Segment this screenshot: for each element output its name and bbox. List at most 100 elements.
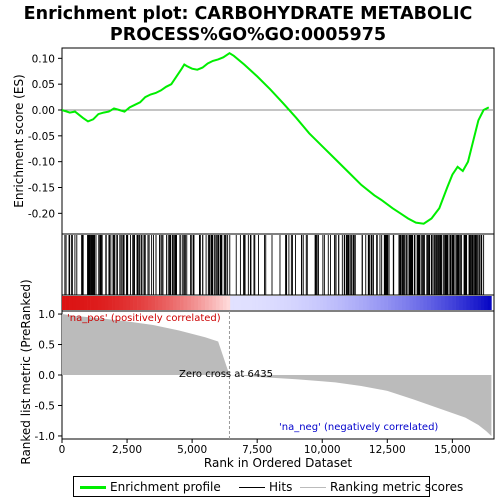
- color-band-segment: [316, 296, 320, 310]
- x-tick-label: 0: [59, 444, 66, 456]
- color-band-segment: [190, 296, 195, 310]
- color-band-segment: [294, 296, 299, 310]
- ranking-metric-area: [62, 311, 492, 439]
- color-band-segment: [237, 296, 242, 310]
- color-band-segment: [155, 296, 159, 310]
- color-band-segment: [248, 296, 252, 310]
- es-y-tick-label: -0.05: [28, 131, 55, 143]
- es-y-tick-label: -0.15: [28, 183, 55, 195]
- color-band-segment: [226, 296, 231, 310]
- color-band-segment: [308, 296, 313, 310]
- legend-enrichment-swatch: [80, 486, 106, 489]
- color-band-segment: [90, 296, 95, 310]
- ranking-metric-fill: [62, 314, 492, 436]
- x-tick-label: 2,500: [112, 444, 142, 456]
- color-band-segment: [319, 296, 324, 310]
- hit-lines: [64, 235, 485, 295]
- color-band-segment: [405, 296, 410, 310]
- color-band-segment: [330, 296, 335, 310]
- chart-title-line-1: Enrichment plot: CARBOHYDRATE METABOLIC: [24, 4, 473, 24]
- enrichment-profile-group: [61, 52, 494, 225]
- rank-y-tick-label: -1.0: [35, 431, 56, 443]
- color-band-segment: [419, 296, 424, 310]
- color-band-segment: [359, 296, 363, 310]
- es-y-axis-label: Enrichment score (ES): [12, 74, 26, 207]
- color-band-segment: [484, 296, 489, 310]
- chart-title-line-2: PROCESS%GO%GO:0005975: [110, 25, 386, 45]
- color-band-segment: [384, 296, 388, 310]
- color-band-segment: [416, 296, 421, 310]
- color-band-segment: [162, 296, 167, 310]
- color-band-segment: [366, 296, 371, 310]
- color-band-segment: [480, 296, 485, 310]
- color-band-segment: [305, 296, 310, 310]
- color-band-segment: [301, 296, 306, 310]
- color-band-segment: [87, 296, 91, 310]
- negative-correlation-label: 'na_neg' (negatively correlated): [279, 422, 438, 433]
- color-band-segment: [466, 296, 471, 310]
- color-band-segment: [194, 296, 199, 310]
- color-band-segment: [187, 296, 192, 310]
- color-band-segment: [219, 296, 224, 310]
- color-band-segment: [394, 296, 399, 310]
- es-y-tick-label: 0.00: [32, 105, 55, 117]
- color-band-segment: [426, 296, 431, 310]
- color-band-segment: [401, 296, 406, 310]
- color-band-segment: [369, 296, 374, 310]
- x-axis-label: Rank in Ordered Dataset: [204, 456, 352, 470]
- color-band-segment: [280, 296, 285, 310]
- color-band-segment: [469, 296, 474, 310]
- color-band-segment: [215, 296, 220, 310]
- color-band-segment: [276, 296, 281, 310]
- enrichment-profile-line: [61, 52, 490, 225]
- color-band-segment: [133, 296, 138, 310]
- color-band-segment: [201, 296, 206, 310]
- x-tick-label: 7,500: [242, 444, 272, 456]
- color-band-segment: [251, 296, 256, 310]
- color-band-segment: [487, 296, 492, 310]
- legend-hits-swatch: [239, 487, 265, 488]
- color-band-segment: [62, 296, 66, 310]
- color-band-segment: [391, 296, 396, 310]
- color-band-segment: [101, 296, 106, 310]
- color-band-segment: [180, 296, 184, 310]
- color-band-segment: [176, 296, 181, 310]
- color-band-segment: [165, 296, 170, 310]
- color-band-segment: [258, 296, 263, 310]
- color-band-segment: [444, 296, 449, 310]
- color-band-segment: [223, 296, 227, 310]
- color-band-segment: [376, 296, 381, 310]
- color-band-segment: [351, 296, 356, 310]
- color-band-segment: [244, 296, 249, 310]
- positive-correlation-label: 'na_pos' (positively correlated): [67, 313, 221, 324]
- color-band-segment: [362, 296, 367, 310]
- color-band-segment: [69, 296, 74, 310]
- axis-ticks: 0.100.050.00-0.05-0.10-0.15-0.201.00.50.…: [28, 53, 471, 456]
- color-band-segment: [94, 296, 99, 310]
- color-band-segment: [129, 296, 134, 310]
- color-band-segment: [151, 296, 156, 310]
- color-band-segment: [197, 296, 202, 310]
- color-band-segment: [233, 296, 238, 310]
- color-band-segment: [262, 296, 267, 310]
- color-band-segment: [412, 296, 417, 310]
- color-band-segment: [97, 296, 102, 310]
- es-y-tick-label: 0.05: [32, 79, 55, 91]
- color-band-segment: [409, 296, 413, 310]
- color-band-segment: [323, 296, 328, 310]
- color-band-segment: [172, 296, 177, 310]
- x-tick-label: 15,000: [434, 444, 471, 456]
- correlation-color-band: [62, 296, 492, 310]
- color-band-segment: [326, 296, 331, 310]
- color-band-segment: [291, 296, 295, 310]
- rank-y-tick-label: 0.5: [38, 340, 55, 352]
- color-band-segment: [455, 296, 460, 310]
- zero-cross-label: Zero cross at 6435: [179, 369, 273, 380]
- color-band-segment: [147, 296, 152, 310]
- color-band-segment: [208, 296, 213, 310]
- color-band-segment: [462, 296, 467, 310]
- color-band-segment: [434, 296, 439, 310]
- color-band-segment: [115, 296, 120, 310]
- color-band-segment: [119, 296, 124, 310]
- rank-y-tick-label: -0.5: [35, 400, 56, 412]
